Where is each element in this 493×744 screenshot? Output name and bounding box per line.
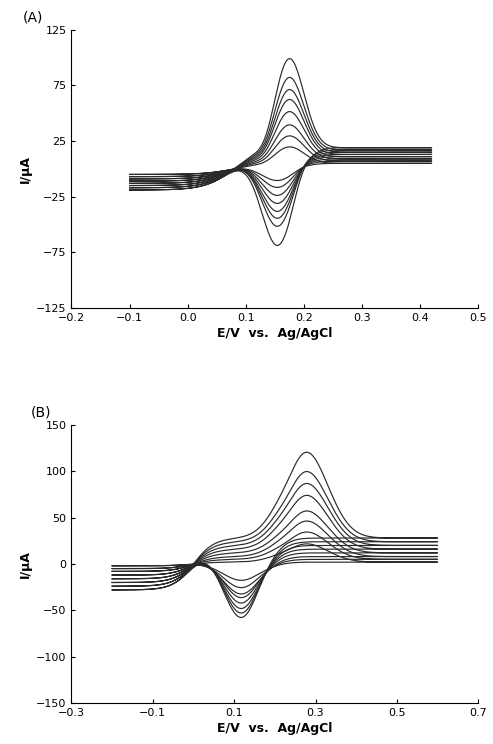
Text: (A): (A): [23, 10, 43, 25]
Y-axis label: I/μA: I/μA: [19, 155, 32, 183]
X-axis label: E/V  vs.  Ag/AgCl: E/V vs. Ag/AgCl: [217, 722, 333, 735]
Text: (B): (B): [31, 405, 51, 420]
X-axis label: E/V  vs.  Ag/AgCl: E/V vs. Ag/AgCl: [217, 327, 333, 340]
Y-axis label: I/μA: I/μA: [19, 550, 32, 578]
